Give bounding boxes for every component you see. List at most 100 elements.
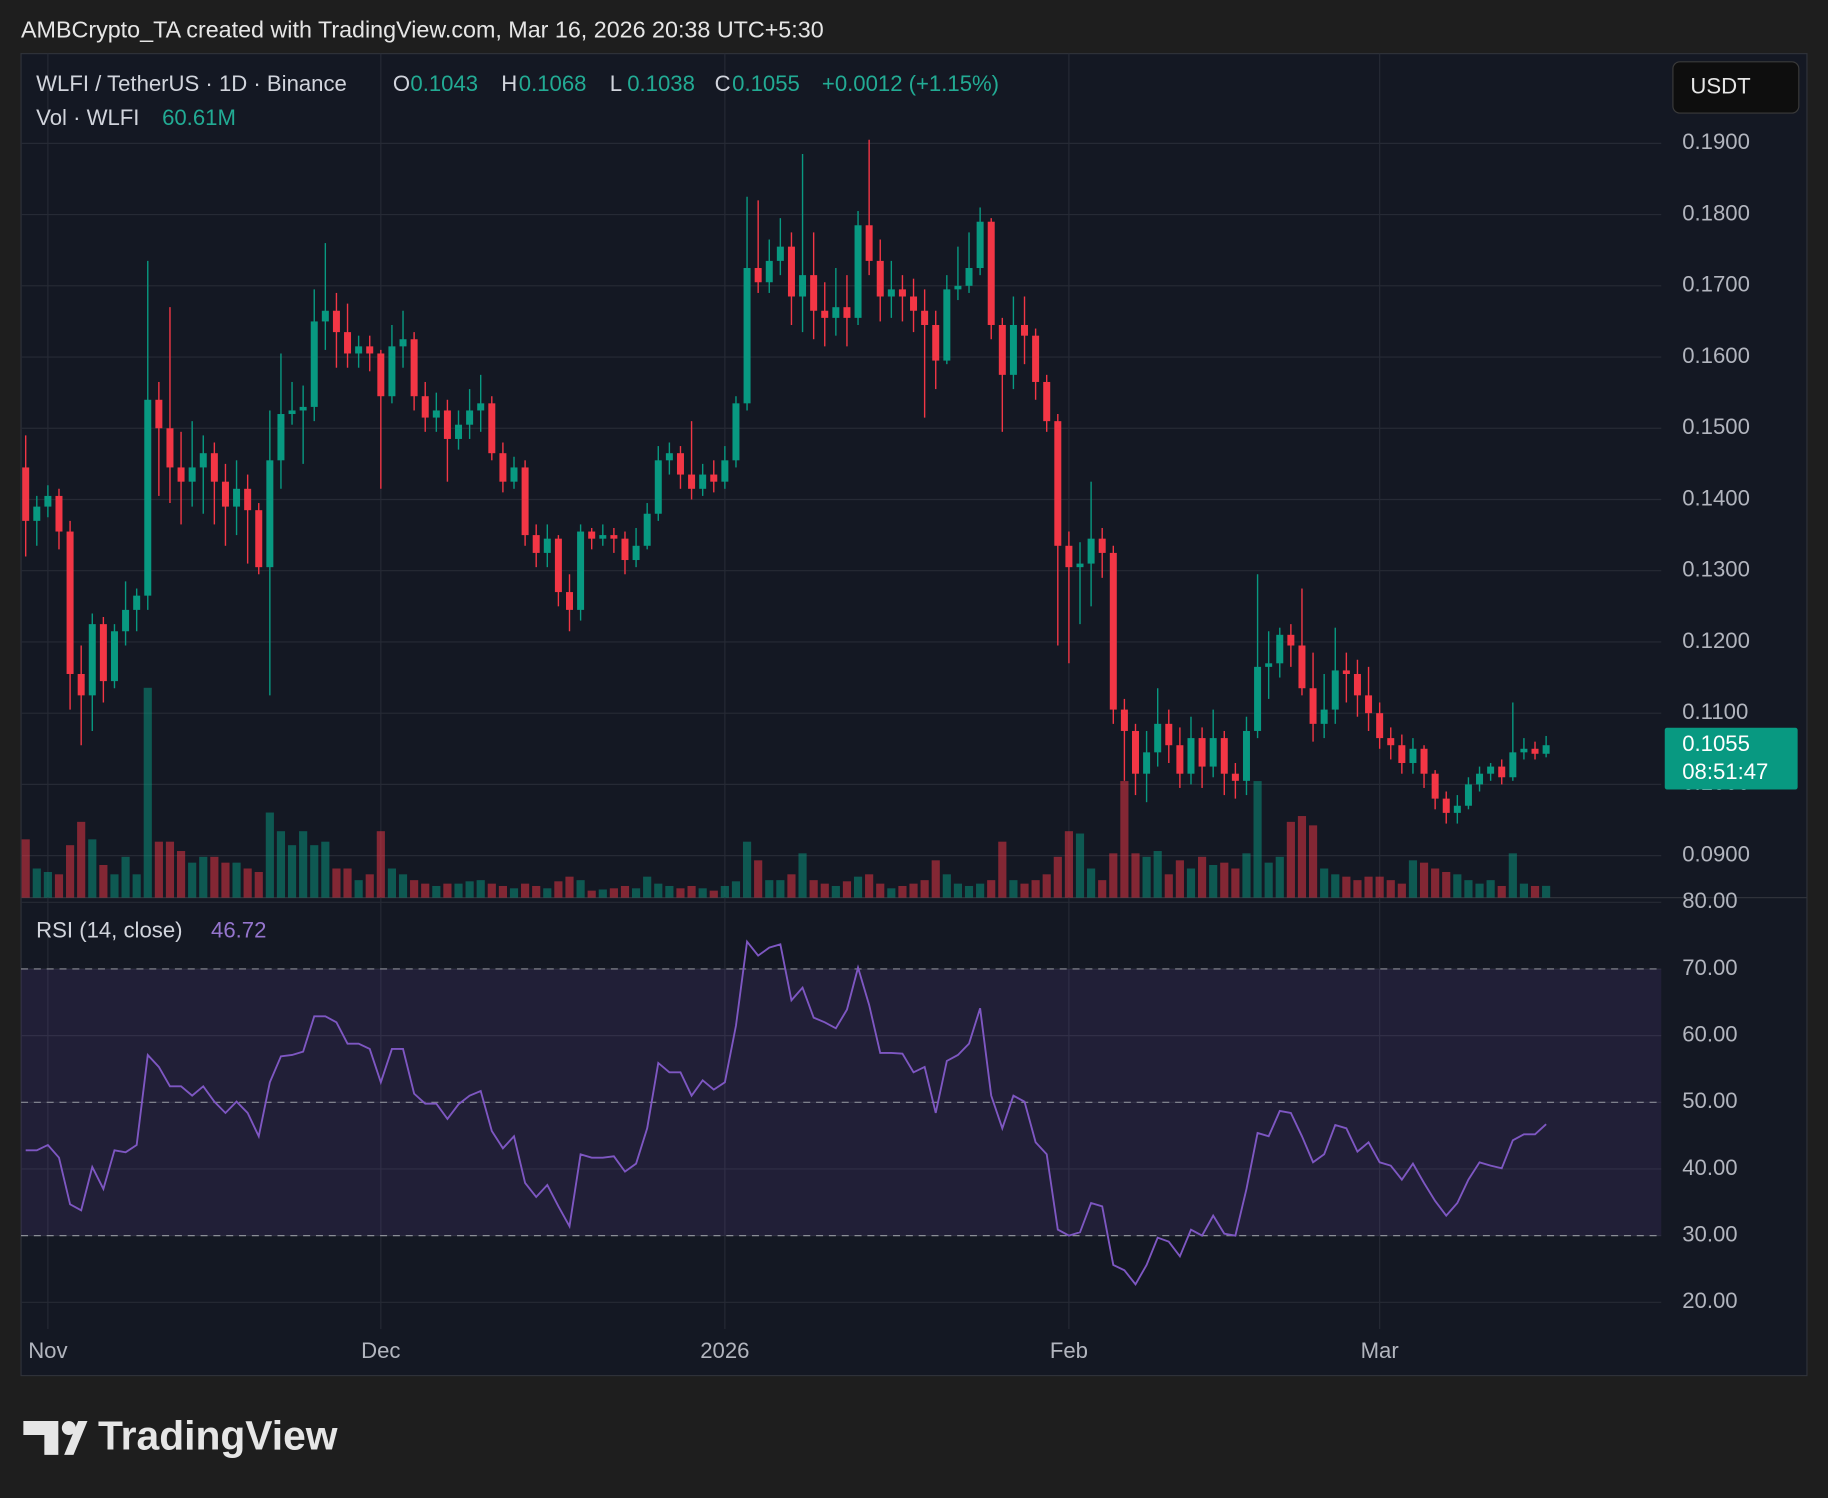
volume-bar (853, 876, 863, 898)
volume-bar (976, 883, 985, 898)
candle-body (1498, 766, 1506, 778)
candle-body (1453, 805, 1461, 813)
x-tick-label: Nov (28, 1338, 67, 1363)
volume-bar (1397, 883, 1406, 898)
candle-body (1287, 634, 1295, 646)
candle-body (676, 453, 684, 475)
candle-body (1309, 688, 1317, 724)
candle-body (1131, 730, 1139, 774)
currency-button-box[interactable] (1672, 61, 1800, 114)
candle-body (1187, 738, 1195, 774)
candle-body (344, 332, 352, 354)
candle-body (1409, 748, 1417, 764)
candle-body (110, 631, 118, 682)
candle-body (743, 268, 751, 404)
volume-bar (1375, 876, 1384, 898)
volume-bar (787, 874, 796, 898)
candle-body (44, 495, 52, 507)
candle-body (543, 538, 551, 553)
volume-bar (1153, 851, 1162, 898)
volume-bar (1120, 781, 1129, 898)
candle-body (632, 545, 640, 561)
candle-body (832, 307, 840, 318)
volume-bar (43, 871, 52, 898)
rsi-name: RSI (14, close) (36, 917, 182, 942)
rsi-tick-label: 50.00 (1682, 1088, 1737, 1113)
ohlc-key: L (610, 71, 622, 96)
candle-body (843, 307, 851, 318)
candle-body (565, 592, 573, 610)
volume-bar (876, 883, 885, 898)
volume-bar (32, 868, 41, 898)
candle-body (554, 538, 562, 593)
candle-body (521, 467, 529, 536)
volume-bar (165, 841, 175, 898)
candle-body (643, 513, 651, 546)
volume-bar (1464, 880, 1473, 898)
candle-body (965, 268, 973, 286)
candle-body (1242, 730, 1250, 781)
volume-bar (88, 839, 97, 898)
volume-bar (1186, 868, 1196, 898)
candle-body (1276, 634, 1284, 664)
volume-bar (731, 881, 741, 898)
volume-bar (532, 885, 541, 898)
candle-body (1265, 663, 1273, 667)
candle-body (1054, 421, 1062, 546)
volume-bar (310, 845, 319, 898)
volume-bar (620, 885, 630, 898)
volume-bar (1098, 880, 1107, 898)
volume-bar (798, 853, 807, 898)
volume-bar (1175, 860, 1184, 898)
candle-body (1143, 752, 1151, 774)
volume-bar (276, 831, 286, 898)
volume-bar (776, 880, 785, 898)
header-title: AMBCrypto_TA created with TradingView.co… (21, 17, 824, 43)
volume-bar (1386, 880, 1395, 898)
volume-bar (1109, 853, 1118, 898)
volume-bar (110, 874, 119, 898)
ohlc-value: 0.1068 (519, 71, 587, 96)
candle-body (1231, 773, 1239, 781)
candle-body (1387, 738, 1395, 746)
volume-name: Vol · WLFI (36, 105, 139, 130)
volume-bar (1297, 816, 1307, 898)
candle-body (499, 453, 507, 482)
symbol-title: WLFI / TetherUS · 1D · Binance (36, 71, 347, 96)
volume-bar (1253, 781, 1262, 898)
candle-body (987, 221, 995, 325)
volume-bar (931, 860, 940, 898)
candle-body (1220, 738, 1228, 774)
volume-bar (1408, 860, 1418, 898)
volume-bar (809, 880, 818, 898)
x-tick-label: Mar (1361, 1338, 1399, 1363)
candle-body (466, 410, 474, 425)
volume-bar (398, 874, 408, 898)
volume-bar (953, 883, 963, 898)
candle-body (1464, 784, 1472, 806)
candle-body (654, 460, 662, 514)
price-tick-label: 0.1900 (1682, 129, 1750, 154)
volume-bar (665, 885, 674, 898)
volume-bar (509, 888, 519, 898)
candle-body (1176, 745, 1184, 774)
volume-bar (1264, 862, 1273, 898)
price-tick-label: 0.1200 (1682, 628, 1750, 653)
candle-body (1065, 545, 1073, 568)
volume-bar (1220, 862, 1229, 898)
volume-bar (1486, 880, 1495, 898)
volume-bar (1530, 885, 1540, 898)
volume-bar (643, 876, 652, 898)
volume-bar (676, 888, 685, 898)
candle-body (1154, 723, 1162, 753)
volume-bar (1231, 868, 1240, 898)
candle-body (432, 410, 440, 418)
volume-bar (1320, 868, 1329, 898)
plot-area (21, 139, 1551, 1286)
volume-bar (343, 868, 352, 898)
volume-bar (554, 881, 563, 898)
currency-label[interactable]: USDT (1690, 73, 1750, 98)
candle-body (865, 225, 873, 261)
currency-button[interactable]: USDT (1672, 61, 1800, 114)
